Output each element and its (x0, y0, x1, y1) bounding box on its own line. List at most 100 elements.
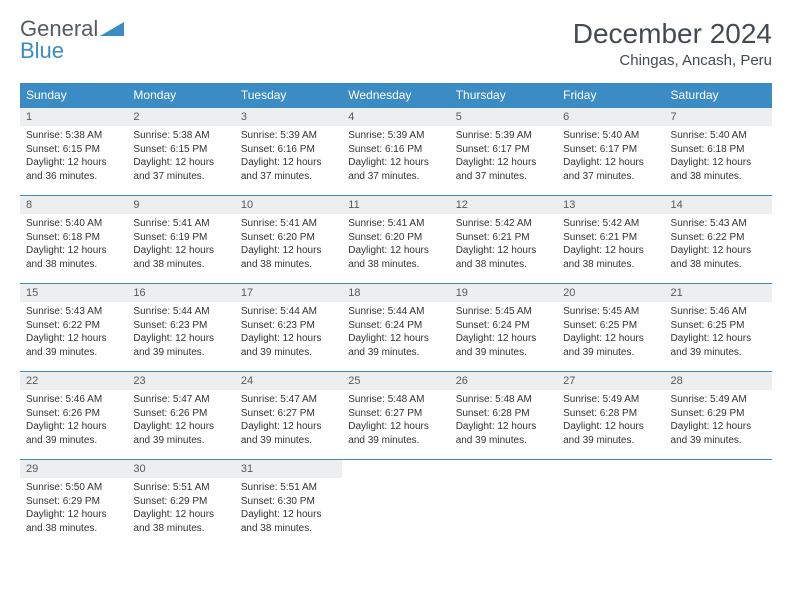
sunrise-line: Sunrise: 5:41 AM (133, 217, 228, 231)
calendar-cell: 20Sunrise: 5:45 AMSunset: 6:25 PMDayligh… (557, 284, 664, 372)
day-number: 2 (127, 108, 234, 126)
day-body: Sunrise: 5:47 AMSunset: 6:26 PMDaylight:… (127, 390, 234, 453)
day-body: Sunrise: 5:40 AMSunset: 6:17 PMDaylight:… (557, 126, 664, 189)
calendar-cell: 29Sunrise: 5:50 AMSunset: 6:29 PMDayligh… (20, 460, 127, 548)
logo: GeneralBlue (20, 18, 124, 62)
sunrise-line: Sunrise: 5:40 AM (563, 129, 658, 143)
sunrise-line: Sunrise: 5:45 AM (456, 305, 551, 319)
calendar-cell: 26Sunrise: 5:48 AMSunset: 6:28 PMDayligh… (450, 372, 557, 460)
sunrise-line: Sunrise: 5:49 AM (671, 393, 766, 407)
weekday-header: Friday (557, 83, 664, 108)
logo-triangle-icon (100, 22, 124, 36)
day-body: Sunrise: 5:38 AMSunset: 6:15 PMDaylight:… (20, 126, 127, 189)
sunset-line: Sunset: 6:22 PM (26, 319, 121, 333)
day-body: Sunrise: 5:44 AMSunset: 6:23 PMDaylight:… (235, 302, 342, 365)
weekday-header: Tuesday (235, 83, 342, 108)
day-body: Sunrise: 5:45 AMSunset: 6:25 PMDaylight:… (557, 302, 664, 365)
calendar-cell: 22Sunrise: 5:46 AMSunset: 6:26 PMDayligh… (20, 372, 127, 460)
daylight-line: Daylight: 12 hours and 38 minutes. (26, 508, 121, 535)
calendar-cell: 13Sunrise: 5:42 AMSunset: 6:21 PMDayligh… (557, 196, 664, 284)
calendar-cell: 14Sunrise: 5:43 AMSunset: 6:22 PMDayligh… (665, 196, 772, 284)
sunset-line: Sunset: 6:18 PM (671, 143, 766, 157)
day-body: Sunrise: 5:50 AMSunset: 6:29 PMDaylight:… (20, 478, 127, 541)
sunset-line: Sunset: 6:26 PM (133, 407, 228, 421)
sunset-line: Sunset: 6:18 PM (26, 231, 121, 245)
day-body: Sunrise: 5:41 AMSunset: 6:19 PMDaylight:… (127, 214, 234, 277)
calendar-cell: 7Sunrise: 5:40 AMSunset: 6:18 PMDaylight… (665, 108, 772, 196)
day-body: Sunrise: 5:39 AMSunset: 6:16 PMDaylight:… (342, 126, 449, 189)
day-body: Sunrise: 5:45 AMSunset: 6:24 PMDaylight:… (450, 302, 557, 365)
day-number: 25 (342, 372, 449, 390)
day-number: 28 (665, 372, 772, 390)
calendar-row: 1Sunrise: 5:38 AMSunset: 6:15 PMDaylight… (20, 108, 772, 196)
calendar-row: 22Sunrise: 5:46 AMSunset: 6:26 PMDayligh… (20, 372, 772, 460)
day-number: 26 (450, 372, 557, 390)
calendar-cell: 16Sunrise: 5:44 AMSunset: 6:23 PMDayligh… (127, 284, 234, 372)
logo-text: GeneralBlue (20, 18, 124, 62)
sunset-line: Sunset: 6:30 PM (241, 495, 336, 509)
sunset-line: Sunset: 6:25 PM (671, 319, 766, 333)
sunset-line: Sunset: 6:26 PM (26, 407, 121, 421)
daylight-line: Daylight: 12 hours and 39 minutes. (133, 332, 228, 359)
day-number: 10 (235, 196, 342, 214)
daylight-line: Daylight: 12 hours and 38 minutes. (563, 244, 658, 271)
sunset-line: Sunset: 6:17 PM (456, 143, 551, 157)
daylight-line: Daylight: 12 hours and 38 minutes. (133, 244, 228, 271)
sunset-line: Sunset: 6:23 PM (133, 319, 228, 333)
day-number: 13 (557, 196, 664, 214)
calendar-cell: 15Sunrise: 5:43 AMSunset: 6:22 PMDayligh… (20, 284, 127, 372)
day-number: 20 (557, 284, 664, 302)
daylight-line: Daylight: 12 hours and 39 minutes. (456, 332, 551, 359)
sunrise-line: Sunrise: 5:47 AM (133, 393, 228, 407)
calendar-row: 15Sunrise: 5:43 AMSunset: 6:22 PMDayligh… (20, 284, 772, 372)
sunset-line: Sunset: 6:21 PM (456, 231, 551, 245)
calendar-cell: 1Sunrise: 5:38 AMSunset: 6:15 PMDaylight… (20, 108, 127, 196)
day-number: 14 (665, 196, 772, 214)
day-body: Sunrise: 5:42 AMSunset: 6:21 PMDaylight:… (557, 214, 664, 277)
day-body: Sunrise: 5:51 AMSunset: 6:29 PMDaylight:… (127, 478, 234, 541)
sunset-line: Sunset: 6:21 PM (563, 231, 658, 245)
calendar-cell: 3Sunrise: 5:39 AMSunset: 6:16 PMDaylight… (235, 108, 342, 196)
day-number: 6 (557, 108, 664, 126)
day-number: 15 (20, 284, 127, 302)
day-number: 9 (127, 196, 234, 214)
calendar-body: 1Sunrise: 5:38 AMSunset: 6:15 PMDaylight… (20, 108, 772, 548)
calendar-cell: 11Sunrise: 5:41 AMSunset: 6:20 PMDayligh… (342, 196, 449, 284)
day-number: 12 (450, 196, 557, 214)
sunrise-line: Sunrise: 5:38 AM (26, 129, 121, 143)
daylight-line: Daylight: 12 hours and 37 minutes. (456, 156, 551, 183)
weekday-header: Monday (127, 83, 234, 108)
weekday-header: Wednesday (342, 83, 449, 108)
header: GeneralBlue December 2024 Chingas, Ancas… (20, 18, 772, 69)
daylight-line: Daylight: 12 hours and 39 minutes. (563, 420, 658, 447)
calendar-cell: 28Sunrise: 5:49 AMSunset: 6:29 PMDayligh… (665, 372, 772, 460)
calendar-cell: 5Sunrise: 5:39 AMSunset: 6:17 PMDaylight… (450, 108, 557, 196)
daylight-line: Daylight: 12 hours and 39 minutes. (348, 420, 443, 447)
sunrise-line: Sunrise: 5:43 AM (671, 217, 766, 231)
sunset-line: Sunset: 6:20 PM (348, 231, 443, 245)
daylight-line: Daylight: 12 hours and 36 minutes. (26, 156, 121, 183)
sunrise-line: Sunrise: 5:44 AM (241, 305, 336, 319)
location: Chingas, Ancash, Peru (573, 52, 772, 69)
sunset-line: Sunset: 6:19 PM (133, 231, 228, 245)
day-body: Sunrise: 5:39 AMSunset: 6:16 PMDaylight:… (235, 126, 342, 189)
sunset-line: Sunset: 6:27 PM (348, 407, 443, 421)
sunrise-line: Sunrise: 5:51 AM (133, 481, 228, 495)
day-body: Sunrise: 5:49 AMSunset: 6:29 PMDaylight:… (665, 390, 772, 453)
calendar-cell: 18Sunrise: 5:44 AMSunset: 6:24 PMDayligh… (342, 284, 449, 372)
day-body: Sunrise: 5:46 AMSunset: 6:25 PMDaylight:… (665, 302, 772, 365)
day-number: 1 (20, 108, 127, 126)
day-body: Sunrise: 5:40 AMSunset: 6:18 PMDaylight:… (20, 214, 127, 277)
day-number: 24 (235, 372, 342, 390)
day-body: Sunrise: 5:40 AMSunset: 6:18 PMDaylight:… (665, 126, 772, 189)
sunset-line: Sunset: 6:20 PM (241, 231, 336, 245)
weekday-header: Thursday (450, 83, 557, 108)
daylight-line: Daylight: 12 hours and 38 minutes. (133, 508, 228, 535)
daylight-line: Daylight: 12 hours and 38 minutes. (348, 244, 443, 271)
sunset-line: Sunset: 6:23 PM (241, 319, 336, 333)
sunrise-line: Sunrise: 5:42 AM (563, 217, 658, 231)
sunset-line: Sunset: 6:29 PM (26, 495, 121, 509)
day-number: 21 (665, 284, 772, 302)
daylight-line: Daylight: 12 hours and 37 minutes. (133, 156, 228, 183)
day-body: Sunrise: 5:51 AMSunset: 6:30 PMDaylight:… (235, 478, 342, 541)
